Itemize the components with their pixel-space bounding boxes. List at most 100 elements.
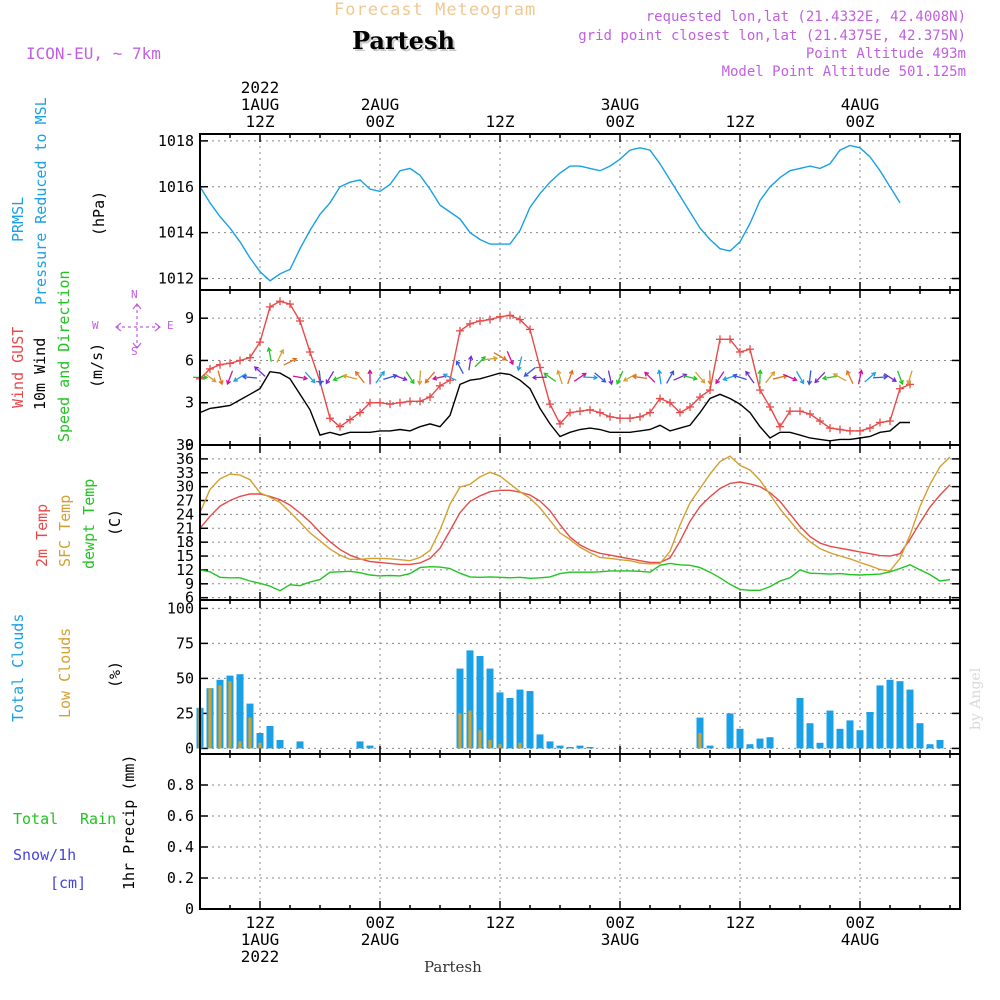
y-tick-label: 12 — [176, 561, 194, 579]
bottom-time-label: 00Z — [846, 913, 875, 932]
wind-direction-arrow-icon — [857, 369, 864, 385]
wind-direction-arrow-icon — [543, 372, 557, 382]
wind-direction-arrow-icon — [745, 370, 755, 384]
clouds-bar — [736, 728, 744, 749]
gust-point — [776, 422, 784, 431]
wind-direction-arrow-icon — [695, 371, 706, 384]
gust-point — [426, 393, 434, 402]
clouds-bar — [256, 733, 264, 749]
y-tick-label: 100 — [167, 599, 194, 617]
wind-direction-arrow-icon — [757, 369, 763, 385]
wind-direction-arrow-icon — [864, 371, 877, 383]
gust-point — [266, 302, 274, 311]
top-time-label: 2AUG — [361, 95, 400, 114]
wind-direction-arrow-icon — [493, 352, 508, 361]
gust-point — [496, 312, 504, 321]
bottom-time-label: 1AUG — [241, 930, 280, 949]
y-tick-label: 0.8 — [167, 776, 194, 794]
clouds-bar — [816, 742, 824, 749]
wind-direction-arrow-icon — [573, 372, 587, 382]
temperature-series-line — [199, 455, 951, 572]
gust-point — [596, 408, 604, 417]
gust-point — [536, 363, 544, 372]
top-time-label: 00Z — [606, 112, 635, 131]
wind-direction-arrow-icon — [226, 370, 234, 386]
wind-direction-arrow-icon — [872, 374, 889, 380]
y-tick-label: 0 — [185, 739, 194, 757]
temperature-series-line — [199, 481, 951, 566]
gust-point — [836, 425, 844, 434]
y-tick-label: 30 — [176, 478, 194, 496]
clouds-bar — [518, 742, 522, 749]
wind-direction-arrow-icon — [616, 370, 624, 385]
wind-direction-arrow-icon — [531, 374, 548, 381]
top-time-label: 00Z — [366, 112, 395, 131]
clouds-bar — [926, 744, 934, 749]
wind-direction-arrow-icon — [283, 357, 298, 366]
gust-point — [696, 393, 704, 402]
wind-direction-arrow-icon — [468, 355, 474, 371]
wind-direction-arrow-icon — [806, 370, 813, 386]
gust-point — [506, 311, 514, 320]
wind-direction-arrow-icon — [292, 375, 309, 381]
clouds-bar — [478, 730, 482, 749]
wind-direction-arrow-icon — [241, 374, 258, 380]
gust-point — [856, 426, 864, 435]
gust-point — [256, 338, 264, 347]
wind-direction-arrow-icon — [707, 370, 713, 386]
clouds-bar — [218, 685, 222, 749]
compass-west: W — [92, 319, 99, 332]
gust-point — [646, 408, 654, 417]
clouds-bar — [746, 744, 754, 749]
gust-point — [716, 335, 724, 344]
y-tick-label: 1016 — [158, 178, 194, 196]
clouds-bar — [846, 720, 854, 749]
y-tick-label: 21 — [176, 519, 194, 537]
wind-direction-arrow-icon — [656, 369, 663, 385]
y-tick-label: 27 — [176, 492, 194, 510]
wind-direction-arrow-icon — [567, 369, 574, 385]
gust-point — [246, 353, 254, 362]
wind-direction-arrow-icon — [814, 371, 826, 384]
y-tick-label: 0.4 — [167, 838, 194, 856]
requested-coords: requested lon,lat (21.4332E, 42.4008N) — [645, 9, 966, 25]
panel-frame — [199, 753, 961, 910]
wind-direction-arrow-icon — [715, 371, 725, 385]
forecast-title: Forecast Meteogram — [334, 0, 537, 20]
y-tick-label: 0 — [185, 436, 194, 454]
bottom-time-label: 12Z — [726, 913, 755, 932]
clouds-bar — [238, 741, 242, 749]
clouds-bar — [486, 668, 494, 749]
gust-point — [846, 426, 854, 435]
wind-direction-arrow-icon — [393, 374, 408, 382]
wind-direction-arrow-icon — [217, 370, 224, 386]
wind-direction-arrow-icon — [582, 374, 599, 381]
clouds-bar — [576, 745, 584, 749]
clouds-bar — [366, 745, 374, 749]
top-time-label: 2022 — [241, 78, 280, 97]
bottom-time-label: 00Z — [366, 913, 395, 932]
y-tick-label: 9 — [185, 309, 194, 327]
clouds-bar — [556, 745, 564, 749]
wind-direction-arrow-icon — [556, 369, 563, 385]
clouds-bar — [836, 728, 844, 749]
wind-direction-arrow-icon — [375, 370, 385, 384]
top-time-label: 12Z — [486, 112, 515, 131]
compass-north: N — [131, 288, 138, 301]
wind-direction-arrow-icon — [405, 371, 415, 385]
gust-point — [466, 319, 474, 328]
bottom-time-label: 00Z — [606, 913, 635, 932]
wind-direction-arrow-icon — [354, 370, 365, 384]
bottom-time-label: 4AUG — [841, 930, 880, 949]
gust-point — [656, 394, 664, 403]
bottom-time-label: 2022 — [241, 947, 280, 966]
wind-direction-arrow-icon — [906, 370, 913, 386]
wind-direction-arrow-icon — [474, 356, 486, 368]
gust-point — [366, 398, 374, 407]
wind-direction-arrow-icon — [253, 366, 266, 377]
y-tick-label: 25 — [176, 704, 194, 722]
clouds-bar — [876, 685, 884, 749]
clouds-bar — [266, 726, 274, 749]
wind-direction-arrow-icon — [896, 370, 904, 386]
gust-point — [376, 398, 384, 407]
